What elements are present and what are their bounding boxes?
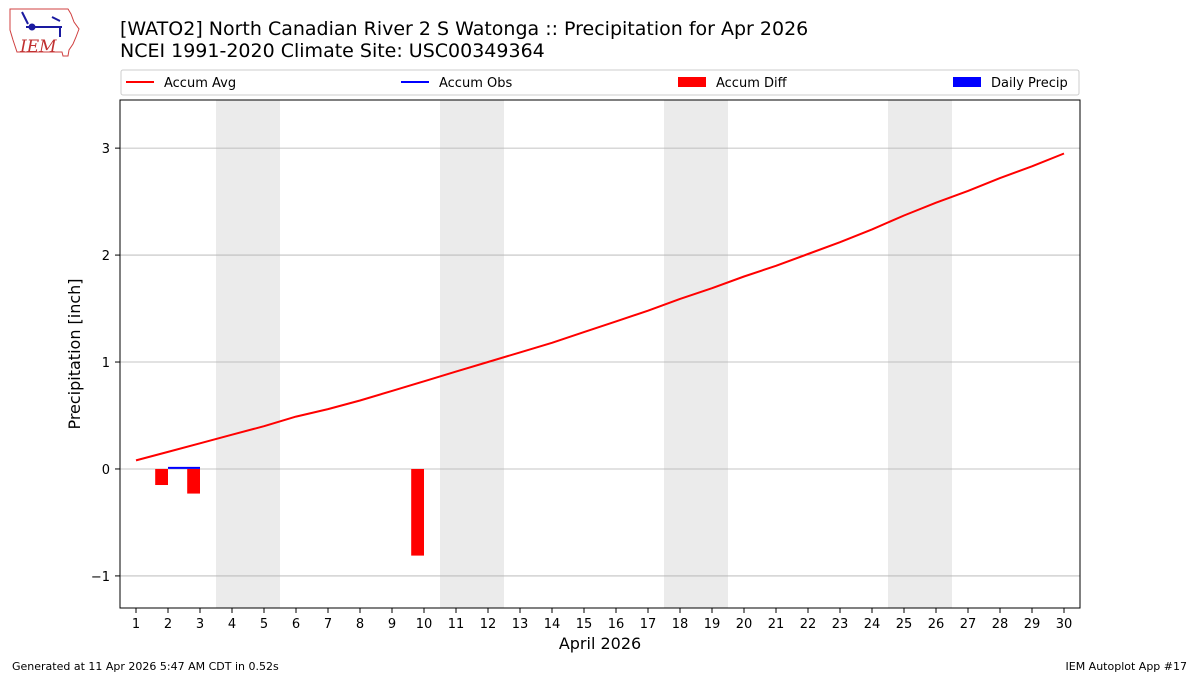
x-tick-label: 15 bbox=[576, 617, 593, 632]
iem-logo: IEM bbox=[9, 8, 80, 57]
x-tick-label: 7 bbox=[324, 617, 332, 632]
y-tick-label: −1 bbox=[91, 570, 110, 585]
plot-frame bbox=[119, 99, 1081, 609]
legend-label-accum-avg: Accum Avg bbox=[164, 76, 236, 91]
x-tick-label: 5 bbox=[260, 617, 268, 632]
x-tick-label: 3 bbox=[196, 617, 204, 632]
x-tick-label: 24 bbox=[864, 617, 881, 632]
x-tick-label: 29 bbox=[1024, 617, 1041, 632]
x-tick-label: 11 bbox=[448, 617, 465, 632]
weekend-shade bbox=[440, 100, 504, 608]
y-axis-label: Precipitation [inch] bbox=[65, 278, 84, 429]
x-tick-label: 6 bbox=[292, 617, 300, 632]
x-tick-label: 21 bbox=[768, 617, 785, 632]
x-tick-label: 19 bbox=[704, 617, 721, 632]
x-tick-label: 18 bbox=[672, 617, 689, 632]
x-tick-label: 28 bbox=[992, 617, 1009, 632]
generated-timestamp: Generated at 11 Apr 2026 5:47 AM CDT in … bbox=[12, 660, 279, 673]
x-tick-label: 16 bbox=[608, 617, 625, 632]
x-tick-label: 30 bbox=[1056, 617, 1073, 632]
x-tick-label: 27 bbox=[960, 617, 977, 632]
x-tick-label: 14 bbox=[544, 617, 561, 632]
weather-station-icon bbox=[21, 11, 62, 37]
x-tick-label: 1 bbox=[132, 617, 140, 632]
weekend-shade bbox=[216, 100, 280, 608]
x-tick-label: 13 bbox=[512, 617, 529, 632]
x-tick-label: 2 bbox=[164, 617, 172, 632]
x-tick-label: 23 bbox=[832, 617, 849, 632]
x-tick-label: 22 bbox=[800, 617, 817, 632]
x-tick-label: 10 bbox=[416, 617, 433, 632]
x-tick-label: 17 bbox=[640, 617, 657, 632]
x-tick-label: 25 bbox=[896, 617, 913, 632]
chart-subtitle: NCEI 1991-2020 Climate Site: USC00349364 bbox=[120, 40, 545, 62]
x-tick-label: 26 bbox=[928, 617, 945, 632]
bar-accum-diff bbox=[187, 468, 200, 494]
bar-accum-diff bbox=[411, 468, 424, 556]
x-tick-label: 12 bbox=[480, 617, 497, 632]
legend-swatch-daily-precip bbox=[953, 77, 981, 87]
y-tick-label: 3 bbox=[102, 142, 110, 157]
legend-frame bbox=[120, 69, 1080, 96]
legend-label-accum-diff: Accum Diff bbox=[716, 76, 788, 91]
x-axis-label: April 2026 bbox=[559, 634, 641, 653]
x-tick-label: 9 bbox=[388, 617, 396, 632]
line-accum-avg bbox=[135, 152, 1065, 462]
weekend-shade bbox=[888, 100, 952, 608]
y-tick-label: 0 bbox=[102, 463, 110, 478]
legend-swatch-accum-diff bbox=[678, 77, 706, 87]
app-label: IEM Autoplot App #17 bbox=[1065, 660, 1188, 673]
x-tick-label: 20 bbox=[736, 617, 753, 632]
x-tick-label: 4 bbox=[228, 617, 236, 632]
y-tick-label: 2 bbox=[102, 249, 110, 264]
iowa-state-outline bbox=[9, 8, 80, 57]
logo-text: IEM bbox=[19, 37, 57, 57]
legend-label-accum-obs: Accum Obs bbox=[439, 76, 512, 91]
x-tick-label: 8 bbox=[356, 617, 364, 632]
weekend-shade bbox=[664, 100, 728, 608]
legend-label-daily-precip: Daily Precip bbox=[991, 76, 1068, 91]
chart-title: [WATO2] North Canadian River 2 S Watonga… bbox=[120, 18, 808, 40]
bar-accum-diff bbox=[155, 468, 168, 486]
y-tick-label: 1 bbox=[102, 356, 110, 371]
